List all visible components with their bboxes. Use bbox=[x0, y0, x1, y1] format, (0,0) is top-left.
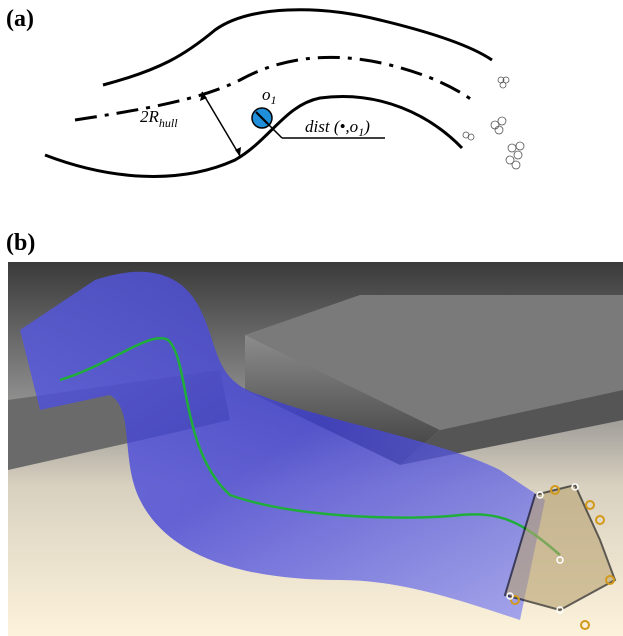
panel-label: (b) bbox=[6, 230, 35, 256]
render bbox=[8, 262, 623, 636]
agents bbox=[463, 77, 524, 169]
distance-label: dist (•,o1) bbox=[305, 117, 370, 139]
radius-label: 2Rhull bbox=[140, 107, 178, 130]
figure: (a) 2Rhull o1 dist (•,o1) (b) bbox=[0, 0, 623, 636]
panel-label: (a) bbox=[6, 6, 34, 32]
obstacle-label: o1 bbox=[262, 85, 277, 107]
radius-arrow bbox=[202, 92, 240, 156]
